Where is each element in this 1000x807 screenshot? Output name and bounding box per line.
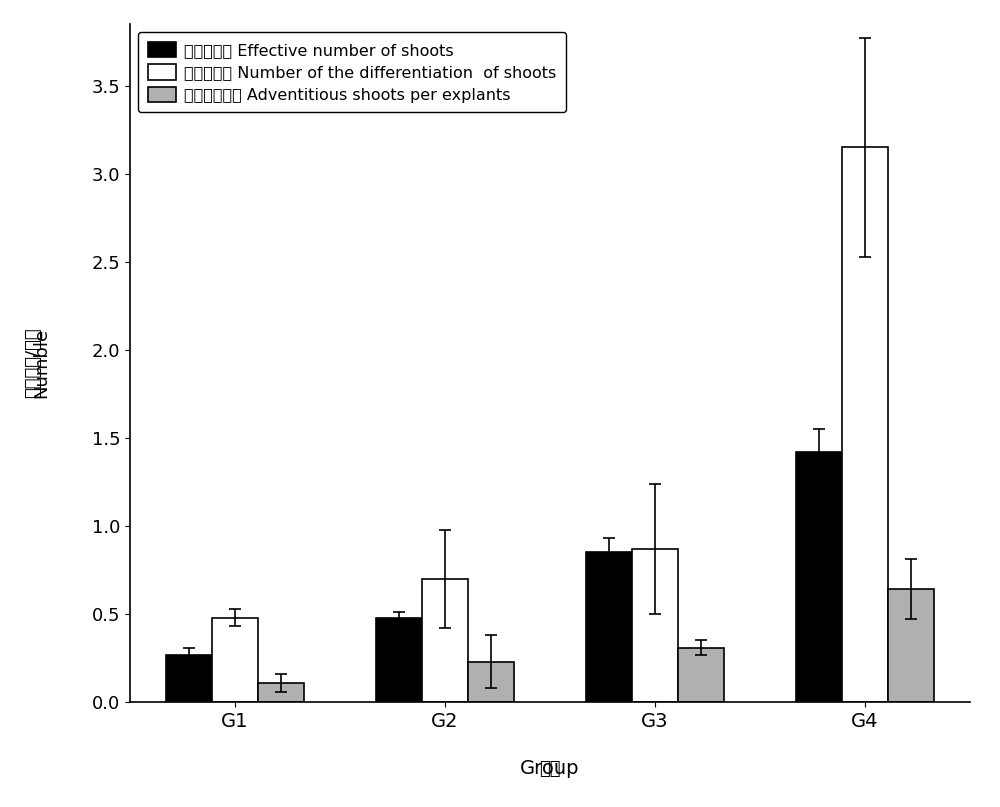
Text: 个数（个/株）: 个数（个/株）: [24, 328, 42, 399]
Text: 组合: 组合: [539, 759, 561, 778]
Bar: [888, 589, 934, 702]
Bar: [166, 654, 212, 702]
Legend: 有效新棵数 Effective number of shoots, 分化芽苗数 Number of the differentiation  of shoots: 有效新棵数 Effective number of shoots, 分化芽苗数 …: [138, 32, 566, 112]
Bar: [212, 617, 258, 702]
Bar: [376, 617, 422, 702]
Bar: [842, 148, 888, 702]
Bar: [586, 553, 632, 702]
Bar: [796, 452, 842, 702]
Bar: [468, 662, 514, 702]
Bar: [422, 579, 468, 702]
Y-axis label: Numble: Numble: [32, 328, 50, 398]
X-axis label: Group: Group: [520, 759, 580, 778]
Bar: [258, 683, 304, 702]
Bar: [632, 549, 678, 702]
Bar: [678, 647, 724, 702]
